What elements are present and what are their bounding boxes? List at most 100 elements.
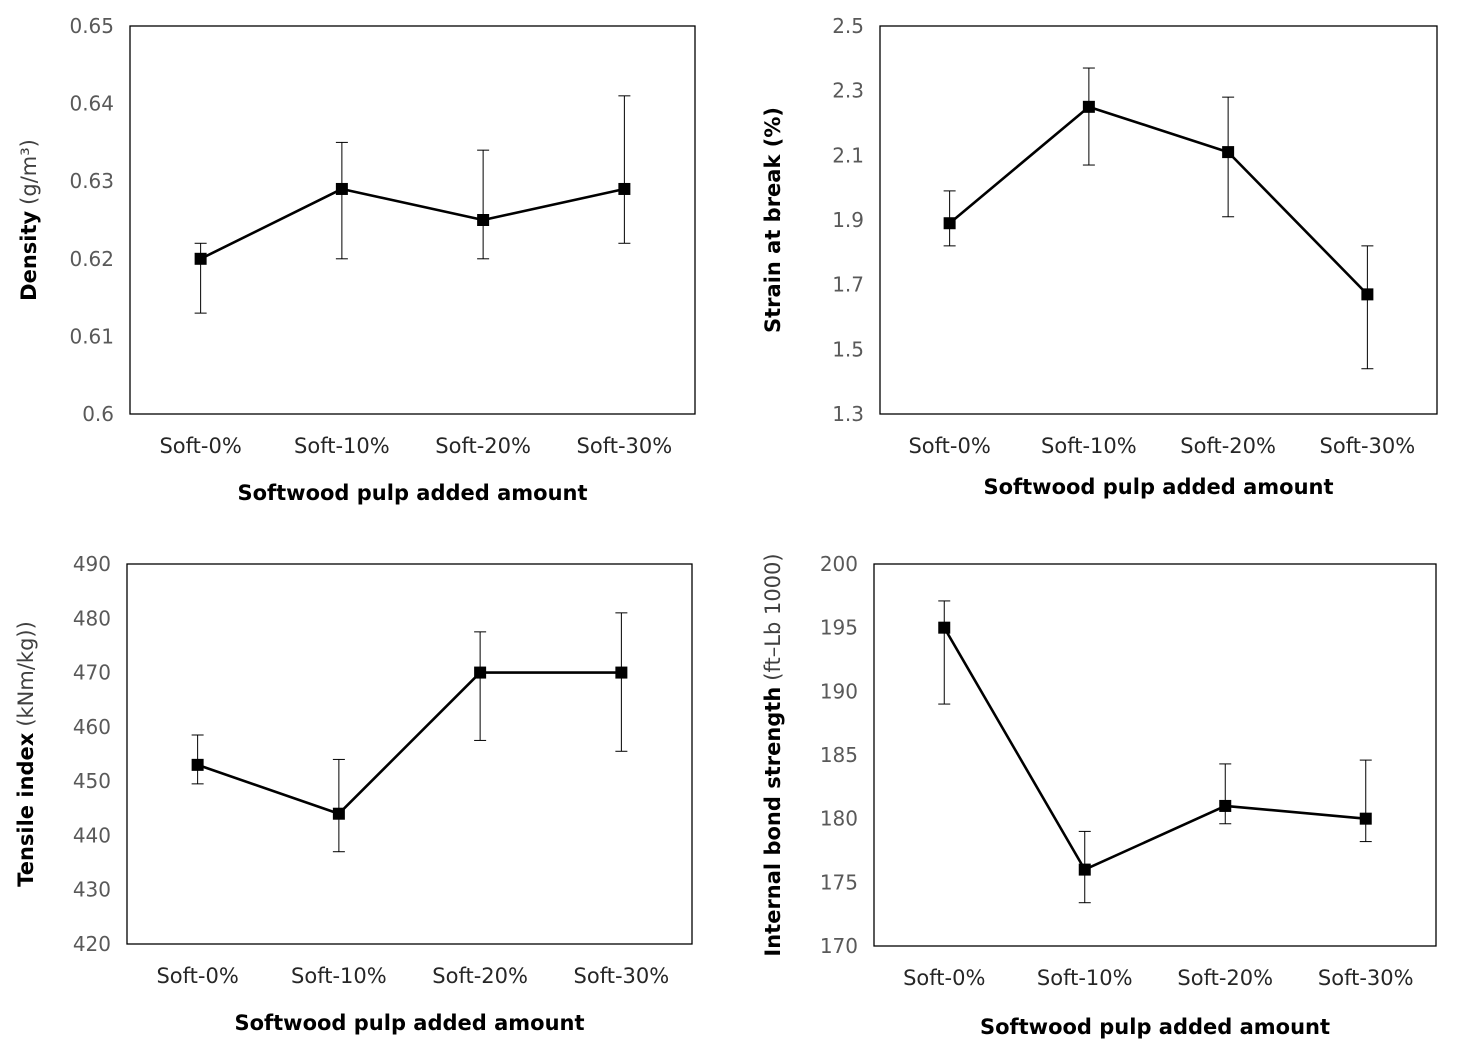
y-axis-title: Density (g/m³) [17, 139, 41, 301]
x-tick-label: Soft-10% [1037, 966, 1133, 990]
y-tick-label: 1.7 [832, 273, 864, 297]
y-tick-label: 1.9 [832, 208, 864, 232]
x-tick-label: Soft-30% [574, 964, 670, 988]
y-tick-label: 2.1 [832, 143, 864, 167]
tensile-chart: 420 430 440 450 460 470 480 490 Soft-0% Soft-10% S… [14, 552, 693, 1035]
density-chart-panel: 0.6 0.61 0.62 0.63 0.64 0.65 Soft-0% Soft-10% So… [0, 0, 740, 525]
y-tick-label: 1.5 [832, 337, 864, 361]
y-tick-label: 440 [73, 823, 111, 847]
y-axis-title: Tensile index (kNm/kg)) [14, 621, 38, 887]
error-bar [332, 758, 345, 853]
y-axis-title: Strain at break (%) [761, 107, 785, 333]
y-tick-label: 170 [820, 934, 858, 958]
tensile-chart-panel: 420 430 440 450 460 470 480 490 Soft-0% Soft-10% S… [0, 530, 740, 1058]
plot-area [129, 25, 696, 415]
y-tick-label: 450 [73, 769, 111, 793]
y-tick-label: 0.6 [82, 402, 114, 426]
error-bar [615, 612, 628, 752]
strain-chart-panel: 1.3 1.5 1.7 1.9 2.1 2.3 2.5 Soft-0% Soft-10% Soft… [740, 0, 1478, 525]
error-bar [335, 141, 348, 260]
error-bar [1359, 759, 1372, 843]
y-tick-label: 0.61 [69, 324, 114, 348]
x-tick-label: Soft-30% [1320, 434, 1416, 458]
x-tick-label: Soft-20% [432, 964, 528, 988]
y-axis-title-main: Tensile index [14, 732, 38, 887]
strain-chart: 1.3 1.5 1.7 1.9 2.1 2.3 2.5 Soft-0% Soft-10% Soft… [761, 14, 1438, 499]
error-bar [938, 600, 951, 705]
x-axis-title: Softwood pulp added amount [983, 475, 1333, 499]
data-point [1361, 288, 1374, 301]
error-bar [474, 631, 487, 741]
data-point [474, 666, 487, 679]
x-tick-label: Soft-20% [1177, 966, 1273, 990]
error-bar [1219, 763, 1232, 825]
y-tick-label: 470 [73, 661, 111, 685]
data-point [618, 182, 631, 195]
x-tick-label: Soft-0% [908, 434, 990, 458]
y-axis-title-main: Density [17, 211, 41, 301]
x-axis-title: Softwood pulp added amount [237, 481, 587, 505]
y-axis-title-main: Strain at break (%) [761, 107, 785, 333]
x-tick-label: Soft-20% [1180, 434, 1276, 458]
y-tick-label: 430 [73, 878, 111, 902]
x-tick-label: Soft-10% [1041, 434, 1137, 458]
plot-area [879, 25, 1438, 415]
x-axis-title: Softwood pulp added amount [980, 1015, 1330, 1039]
y-tick-label: 180 [820, 807, 858, 831]
y-tick-label: 460 [73, 715, 111, 739]
x-tick-label: Soft-0% [156, 964, 238, 988]
data-point [1359, 812, 1372, 825]
series-line [200, 187, 625, 260]
y-tick-label: 1.3 [832, 402, 864, 426]
data-point [477, 214, 490, 226]
x-tick-label: Soft-20% [435, 434, 531, 458]
y-tick-label: 2.3 [832, 79, 864, 103]
error-bar [1361, 245, 1374, 370]
error-bar [1082, 67, 1095, 166]
series-line [943, 627, 1366, 871]
y-axis-title: Internal bond strength (ft–Lb 1000) [761, 553, 785, 956]
data-point [194, 252, 207, 265]
y-tick-label: 195 [820, 616, 858, 640]
y-tick-label: 0.64 [69, 92, 114, 116]
y-tick-label: 185 [820, 743, 858, 767]
x-tick-label: Soft-10% [294, 434, 390, 458]
x-tick-label: Soft-10% [291, 964, 387, 988]
x-tick-label: Soft-30% [577, 434, 673, 458]
data-point [938, 621, 951, 634]
y-tick-label: 480 [73, 606, 111, 630]
y-tick-label: 0.63 [69, 169, 114, 193]
series-line [948, 105, 1369, 296]
data-point [615, 666, 628, 679]
x-axis-title: Softwood pulp added amount [234, 1011, 584, 1035]
data-point [1082, 100, 1095, 113]
y-axis-title-unit: (ft–Lb 1000) [761, 553, 785, 680]
y-tick-label: 190 [820, 679, 858, 703]
plot-area [126, 563, 693, 945]
data-point [1219, 799, 1232, 812]
y-tick-label: 420 [73, 932, 111, 956]
y-tick-label: 0.62 [69, 247, 114, 271]
y-tick-label: 0.65 [69, 14, 114, 38]
y-tick-label: 2.5 [832, 14, 864, 38]
y-axis-title-main: Internal bond strength [761, 687, 785, 957]
data-point [332, 807, 345, 820]
series-line [197, 671, 622, 816]
x-tick-label: Soft-0% [903, 966, 985, 990]
x-tick-label: Soft-30% [1318, 966, 1414, 990]
y-tick-label: 175 [820, 870, 858, 894]
bond-chart-panel: 170 175 180 185 190 195 200 Soft-0% Soft-10% Soft… [740, 530, 1478, 1058]
y-tick-label: 200 [820, 552, 858, 576]
density-chart: 0.6 0.61 0.62 0.63 0.64 0.65 Soft-0% Soft-10% So… [17, 14, 696, 505]
data-point [1222, 146, 1235, 159]
error-bar [618, 95, 631, 244]
data-point [1078, 863, 1091, 876]
plot-area [873, 563, 1437, 947]
y-axis-title-unit: (g/m³) [17, 139, 41, 205]
y-axis-title-unit: (kNm/kg)) [14, 621, 38, 726]
y-tick-label: 490 [73, 552, 111, 576]
x-tick-label: Soft-0% [159, 434, 241, 458]
data-point [335, 182, 348, 195]
error-bar [477, 149, 490, 260]
data-point [943, 217, 956, 230]
